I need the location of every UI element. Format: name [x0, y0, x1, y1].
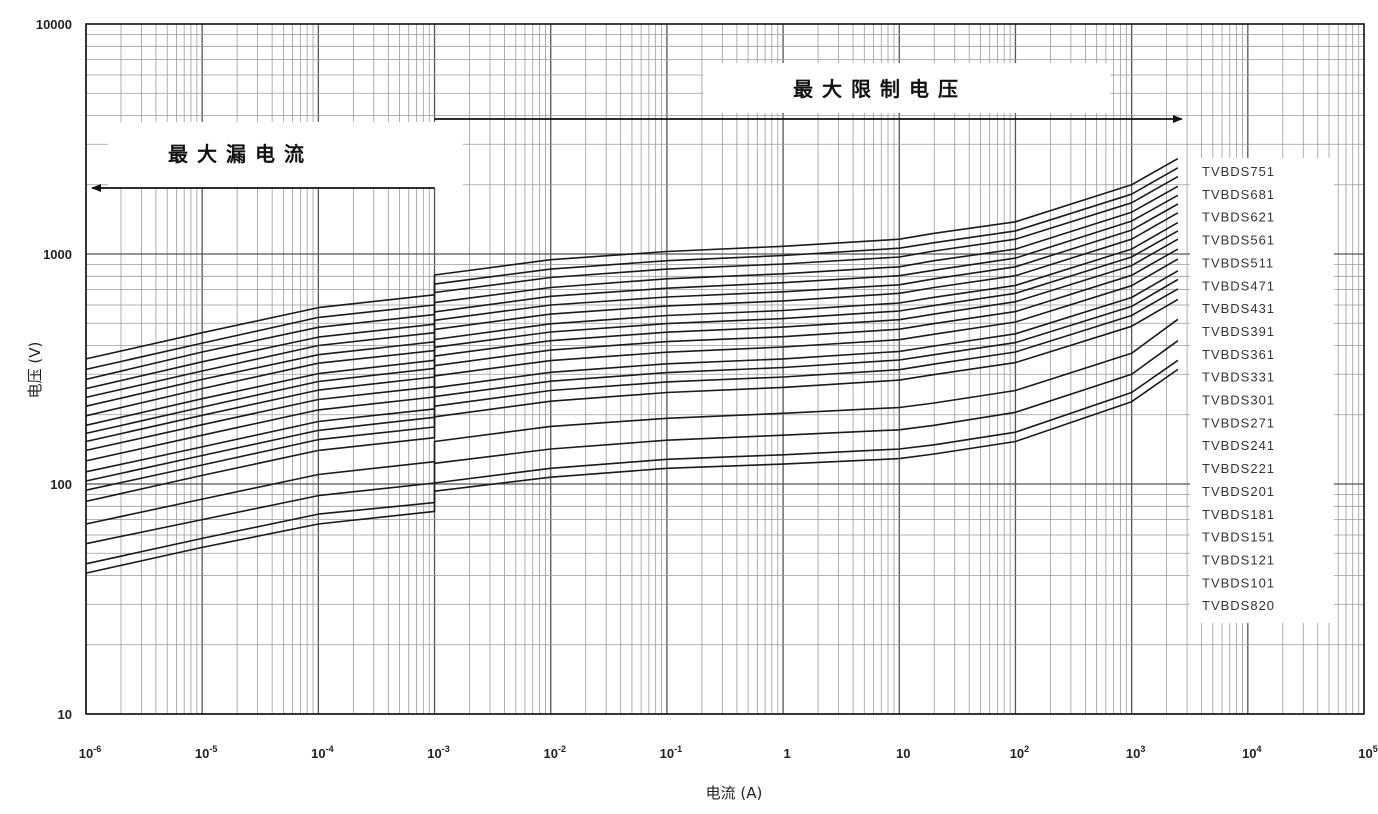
y-tick-label: 10: [58, 707, 72, 722]
series-line-tvbds151: [85, 318, 1179, 525]
x-tick-label: 103: [1126, 744, 1145, 761]
series-line-tvbds511: [85, 194, 1179, 399]
x-tick-label: 10-5: [195, 744, 217, 761]
series-line-tvbds121: [85, 340, 1179, 545]
series-lines: [85, 157, 1179, 574]
leakage-label: 最大漏电流: [168, 142, 313, 166]
series-line-tvbds201: [85, 288, 1179, 491]
legend-item-tvbds101: TVBDS101: [1202, 575, 1275, 590]
series-line-tvbds241: [85, 270, 1179, 473]
legend-item-tvbds621: TVBDS621: [1202, 210, 1275, 225]
x-tick-label: 10-2: [543, 744, 565, 761]
x-tick-label: 10-1: [660, 744, 682, 761]
legend-item-tvbds201: TVBDS201: [1202, 484, 1275, 499]
x-tick-label: 10-4: [311, 744, 333, 761]
legend-item-tvbds301: TVBDS301: [1202, 393, 1275, 408]
legend-item-tvbds751: TVBDS751: [1202, 164, 1275, 179]
series-line-tvbds431: [85, 212, 1179, 417]
legend-item-tvbds511: TVBDS511: [1202, 255, 1274, 270]
legend-item-tvbds361: TVBDS361: [1202, 347, 1275, 362]
legend-item-tvbds121: TVBDS121: [1202, 552, 1275, 567]
series-line-tvbds301: [85, 248, 1179, 452]
y-tick-label: 100: [50, 477, 72, 492]
legend-item-tvbds221: TVBDS221: [1202, 461, 1275, 476]
legend-item-tvbds391: TVBDS391: [1202, 324, 1275, 339]
legend-item-tvbds151: TVBDS151: [1202, 530, 1275, 545]
clamp-label: 最大限制电压: [793, 77, 967, 101]
series-line-tvbds361: [85, 230, 1179, 435]
x-tick-label: 10-3: [427, 744, 449, 761]
series-line-tvbds751: [85, 157, 1179, 360]
clamp-label-box: [703, 63, 1110, 113]
x-tick-label: 102: [1010, 744, 1029, 761]
series-line-tvbds561: [85, 185, 1179, 390]
legend-item-tvbds241: TVBDS241: [1202, 438, 1275, 453]
x-tick-label: 1: [783, 746, 790, 761]
series-line-tvbds681: [85, 167, 1179, 371]
y-axis-label: 电压 (V): [26, 342, 44, 399]
legend-item-tvbds681: TVBDS681: [1202, 187, 1275, 202]
x-tick-label: 104: [1242, 744, 1261, 761]
legend: TVBDS751 TVBDS681 TVBDS621 TVBDS561 TVBDS511…: [1190, 158, 1334, 623]
x-tick-label: 10: [896, 746, 910, 761]
x-tick-label: 10-6: [79, 744, 101, 761]
y-tick-label: 1000: [43, 247, 72, 262]
legend-item-tvbds271: TVBDS271: [1202, 415, 1275, 430]
legend-item-tvbds471: TVBDS471: [1202, 278, 1275, 293]
annotations: 最大漏电流 最大限制电压: [91, 63, 1183, 192]
series-line-tvbds221: [85, 278, 1179, 482]
x-tick-label: 105: [1358, 744, 1377, 761]
series-line-tvbds101: [85, 359, 1179, 565]
legend-item-tvbds181: TVBDS181: [1202, 507, 1275, 522]
legend-box: [1190, 158, 1334, 623]
x-tick-labels: 10-6 10-5 10-4 10-3 10-2 10-1 1 10 102 103 104 105: [79, 744, 1378, 761]
series-line-tvbds621: [85, 175, 1179, 381]
series-line-tvbds391: [85, 221, 1179, 427]
leakage-label-box: [108, 122, 463, 188]
legend-item-tvbds331: TVBDS331: [1202, 370, 1275, 385]
series-line-tvbds181: [85, 298, 1179, 503]
series-line-tvbds271: [85, 258, 1179, 462]
series-line-tvbds331: [85, 238, 1179, 443]
legend-item-tvbds561: TVBDS561: [1202, 233, 1275, 248]
y-tick-labels: 10 100 1000 10000: [36, 17, 72, 722]
legend-item-tvbds820: TVBDS820: [1202, 598, 1275, 613]
legend-item-tvbds431: TVBDS431: [1202, 301, 1275, 316]
series-line-tvbds820: [85, 368, 1179, 574]
y-tick-label: 10000: [36, 17, 72, 32]
plot-frame: [85, 23, 1365, 715]
x-axis-label: 电流 (A): [706, 784, 763, 802]
series-line-tvbds471: [85, 203, 1179, 407]
